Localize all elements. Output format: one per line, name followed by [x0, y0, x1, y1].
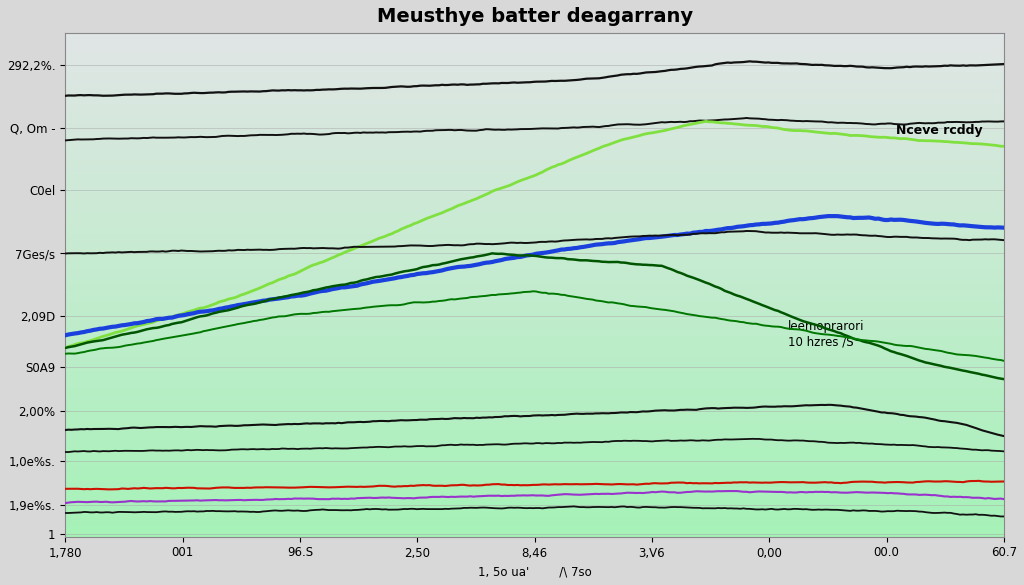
Title: Meusthye batter deagarrany: Meusthye batter deagarrany: [377, 7, 692, 26]
X-axis label: 1, 5o ua'        /\ 7so: 1, 5o ua' /\ 7so: [478, 565, 592, 578]
Text: leemoprarori
10 hzres /S: leemoprarori 10 hzres /S: [788, 321, 864, 348]
Text: Nceve rcddy: Nceve rcddy: [896, 124, 983, 137]
